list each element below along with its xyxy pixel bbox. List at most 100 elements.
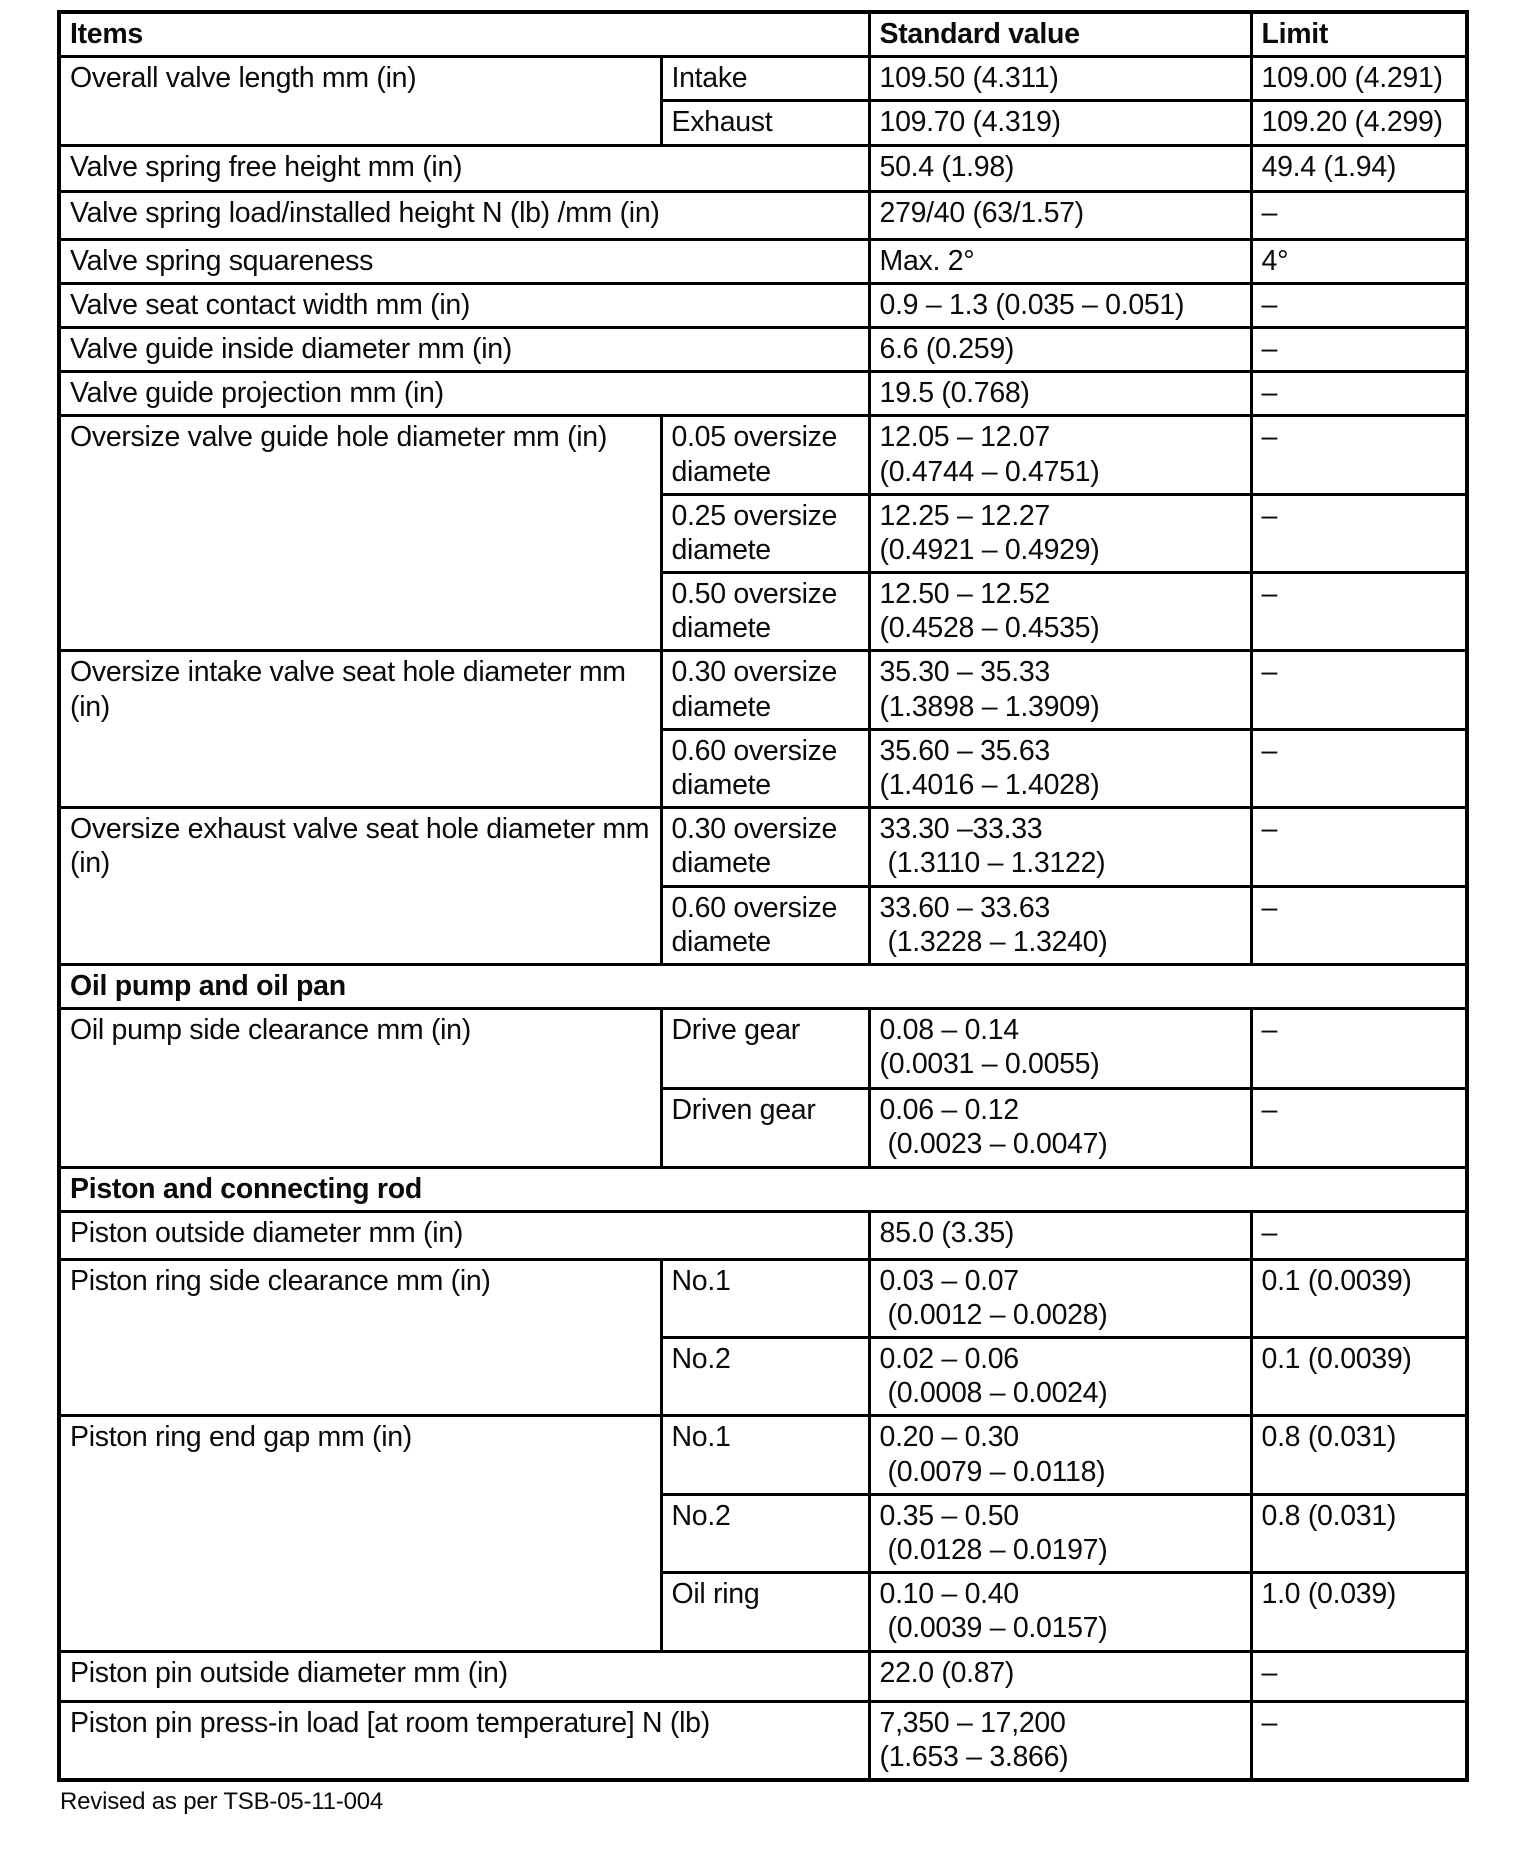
standard-value-line: 12.05 – 12.07 bbox=[879, 421, 1051, 454]
standard-value-line: 12.25 – 12.27 bbox=[879, 499, 1051, 532]
standard-value-line: (0.0008 – 0.0024) bbox=[887, 1377, 1108, 1410]
standard-value: 12.50 – 12.52 (0.4528 – 0.4535) bbox=[867, 571, 1253, 653]
standard-value-line: 33.60 – 33.63 bbox=[879, 891, 1051, 924]
limit-value: – bbox=[1249, 1209, 1469, 1261]
standard-value-line: (1.653 – 3.866) bbox=[879, 1740, 1069, 1773]
sub-item-label: 0.30 oversize diamete bbox=[659, 806, 871, 888]
item-label: Oil pump side clearance mm (in) bbox=[57, 1007, 663, 1169]
table-row: Piston ring end gap mm (in) No.1 0.20 – … bbox=[57, 1414, 1469, 1653]
standard-value-line: 7,350 – 17,200 bbox=[879, 1706, 1066, 1739]
sub-item-label: 0.25 oversize diamete bbox=[659, 492, 871, 575]
sub-item-label: 0.60 oversize diamete bbox=[659, 884, 871, 966]
item-label: Valve seat contact width mm (in) bbox=[57, 281, 871, 329]
limit-value: 0.8 (0.031) bbox=[1249, 1492, 1469, 1575]
limit-value: – bbox=[1249, 1649, 1469, 1703]
limit-value: – bbox=[1249, 325, 1469, 374]
standard-value-line: 0.03 – 0.07 bbox=[879, 1264, 1020, 1297]
limit-value: – bbox=[1249, 189, 1469, 241]
limit-value: – bbox=[1249, 806, 1469, 888]
standard-value: 0.35 – 0.50 (0.0128 – 0.0197) bbox=[867, 1492, 1253, 1575]
limit-value: – bbox=[1249, 281, 1469, 329]
sub-item-label: 0.05 oversize diamete bbox=[659, 414, 871, 496]
sub-item-label: 0.60 oversize diamete bbox=[659, 727, 871, 810]
sub-item-label: No.1 bbox=[659, 1414, 871, 1496]
limit-value: – bbox=[1249, 571, 1469, 653]
table-row: Valve seat contact width mm (in) 0.9 – 1… bbox=[57, 281, 1469, 329]
standard-value-line: 0.35 – 0.50 bbox=[879, 1499, 1020, 1532]
table-row: Exhaust 109.70 (4.319) 109.20 (4.299) bbox=[59, 99, 1469, 147]
section-header-row: Oil pump and oil pan bbox=[57, 962, 1469, 1011]
standard-value-line: (0.4528 – 0.4535) bbox=[879, 612, 1100, 645]
limit-value: – bbox=[1249, 1699, 1469, 1782]
limit-value: 4° bbox=[1249, 237, 1469, 285]
standard-value-line: 12.50 – 12.52 bbox=[879, 578, 1051, 611]
limit-value: 109.20 (4.299) bbox=[1249, 99, 1469, 147]
spec-table: Items Standard value Limit Overall valve… bbox=[57, 10, 1470, 1782]
standard-value: 19.5 (0.768) bbox=[867, 370, 1253, 418]
item-label: Valve spring free height mm (in) bbox=[57, 143, 871, 193]
item-label: Oversize valve guide hole diameter mm (i… bbox=[57, 414, 663, 653]
item-label: Piston ring end gap mm (in) bbox=[57, 1414, 663, 1653]
table-row: 0.60 oversize diamete 33.60 – 33.63 (1.3… bbox=[59, 884, 1469, 966]
sub-item-label: Oil ring bbox=[659, 1571, 871, 1653]
item-label: Valve spring load/installed height N (lb… bbox=[57, 189, 871, 241]
standard-value: 7,350 – 17,200 (1.653 – 3.866) bbox=[867, 1699, 1253, 1782]
standard-value-line: 0.06 – 0.12 bbox=[879, 1094, 1020, 1127]
column-header-standard-value: Standard value bbox=[867, 10, 1253, 59]
section-header-row: Piston and connecting rod bbox=[57, 1165, 1469, 1213]
table-row: Oil pump side clearance mm (in) Drive ge… bbox=[57, 1007, 1469, 1169]
limit-value: – bbox=[1249, 727, 1469, 810]
standard-value-line: (1.3110 – 1.3122) bbox=[887, 847, 1106, 880]
standard-value-line: (0.4744 – 0.4751) bbox=[879, 455, 1100, 488]
table-row: 0.50 oversize diamete 12.50 – 12.52 (0.4… bbox=[59, 571, 1469, 653]
standard-value-line: (0.0031 – 0.0055) bbox=[879, 1048, 1100, 1081]
standard-value: 279/40 (63/1.57) bbox=[867, 189, 1253, 241]
table-row: No.2 0.02 – 0.06 (0.0008 – 0.0024) 0.1 (… bbox=[59, 1336, 1469, 1418]
item-label: Valve guide projection mm (in) bbox=[57, 370, 871, 418]
table-row: No.2 0.35 – 0.50 (0.0128 – 0.0197) 0.8 (… bbox=[59, 1492, 1469, 1575]
standard-value: 85.0 (3.35) bbox=[867, 1209, 1253, 1261]
standard-value: 35.30 – 35.33 (1.3898 – 1.3909) bbox=[867, 649, 1253, 731]
sub-item-label: 0.50 oversize diamete bbox=[659, 571, 871, 653]
limit-value: 0.8 (0.031) bbox=[1249, 1414, 1469, 1496]
standard-value-line: (0.0128 – 0.0197) bbox=[887, 1534, 1108, 1566]
standard-value: 12.25 – 12.27 (0.4921 – 0.4929) bbox=[867, 492, 1253, 575]
standard-value-line: 0.10 – 0.40 bbox=[879, 1578, 1020, 1611]
table-row: Valve guide inside diameter mm (in) 6.6 … bbox=[57, 325, 1469, 374]
table-row: Overall valve length mm (in) Intake 109.… bbox=[57, 55, 1469, 147]
standard-value-line: (1.4016 – 1.4028) bbox=[879, 769, 1100, 801]
table-row: Piston outside diameter mm (in) 85.0 (3.… bbox=[57, 1209, 1469, 1261]
standard-value-line: (1.3228 – 1.3240) bbox=[887, 925, 1108, 958]
standard-value: 35.60 – 35.63 (1.4016 – 1.4028) bbox=[867, 727, 1253, 810]
standard-value: 0.03 – 0.07 (0.0012 – 0.0028) bbox=[867, 1257, 1253, 1340]
table-row: Piston pin press-in load [at room temper… bbox=[57, 1699, 1469, 1782]
standard-value: 0.10 – 0.40 (0.0039 – 0.0157) bbox=[867, 1571, 1253, 1653]
standard-value: 50.4 (1.98) bbox=[867, 143, 1253, 193]
limit-value: – bbox=[1249, 649, 1469, 731]
standard-value: 0.08 – 0.14 (0.0031 – 0.0055) bbox=[867, 1007, 1253, 1091]
standard-value-line: (0.0023 – 0.0047) bbox=[887, 1128, 1108, 1161]
sub-item-label: No.2 bbox=[659, 1336, 871, 1418]
standard-value: 0.9 – 1.3 (0.035 – 0.051) bbox=[867, 281, 1253, 329]
standard-value-line: 0.02 – 0.06 bbox=[879, 1343, 1020, 1376]
sub-item-label: Intake bbox=[659, 55, 871, 103]
table-row: 0.60 oversize diamete 35.60 – 35.63 (1.4… bbox=[59, 727, 1469, 810]
table-row: Valve spring free height mm (in) 50.4 (1… bbox=[57, 143, 1469, 193]
item-label: Piston outside diameter mm (in) bbox=[57, 1209, 871, 1261]
limit-value: – bbox=[1249, 1087, 1469, 1169]
item-label: Piston pin press-in load [at room temper… bbox=[57, 1699, 871, 1782]
standard-value: 22.0 (0.87) bbox=[867, 1649, 1253, 1703]
limit-value: – bbox=[1249, 884, 1469, 966]
standard-value-line: (0.0039 – 0.0157) bbox=[887, 1612, 1108, 1645]
standard-value-line: 35.30 – 35.33 bbox=[879, 656, 1051, 689]
sub-item-label: No.1 bbox=[659, 1257, 871, 1340]
table-row: Valve spring squareness Max. 2° 4° bbox=[57, 237, 1469, 285]
section-title: Piston and connecting rod bbox=[57, 1165, 1469, 1213]
table-row: 0.25 oversize diamete 12.25 – 12.27 (0.4… bbox=[59, 492, 1469, 575]
column-header-items: Items bbox=[57, 10, 871, 59]
standard-value: 109.50 (4.311) bbox=[867, 55, 1253, 103]
sub-item-label: Drive gear bbox=[659, 1007, 871, 1091]
standard-value-line: 33.30 –33.33 bbox=[879, 813, 1043, 846]
table-row: Valve spring load/installed height N (lb… bbox=[57, 189, 1469, 241]
limit-value: 49.4 (1.94) bbox=[1249, 143, 1469, 193]
